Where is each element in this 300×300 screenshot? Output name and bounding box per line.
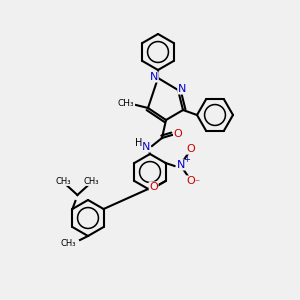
Text: CH₃: CH₃: [84, 176, 99, 185]
Text: O: O: [186, 144, 195, 154]
Text: O: O: [174, 129, 182, 139]
Text: ⁻: ⁻: [194, 178, 199, 188]
Text: N: N: [176, 160, 185, 170]
Text: CH₃: CH₃: [60, 239, 76, 248]
Text: O: O: [149, 182, 158, 192]
Text: +: +: [183, 154, 190, 164]
Text: H: H: [135, 138, 143, 148]
Text: CH₃: CH₃: [118, 98, 134, 107]
Text: N: N: [142, 142, 150, 152]
Text: N: N: [178, 84, 186, 94]
Text: O: O: [186, 176, 195, 186]
Text: N: N: [150, 72, 158, 82]
Text: CH₃: CH₃: [56, 176, 71, 185]
